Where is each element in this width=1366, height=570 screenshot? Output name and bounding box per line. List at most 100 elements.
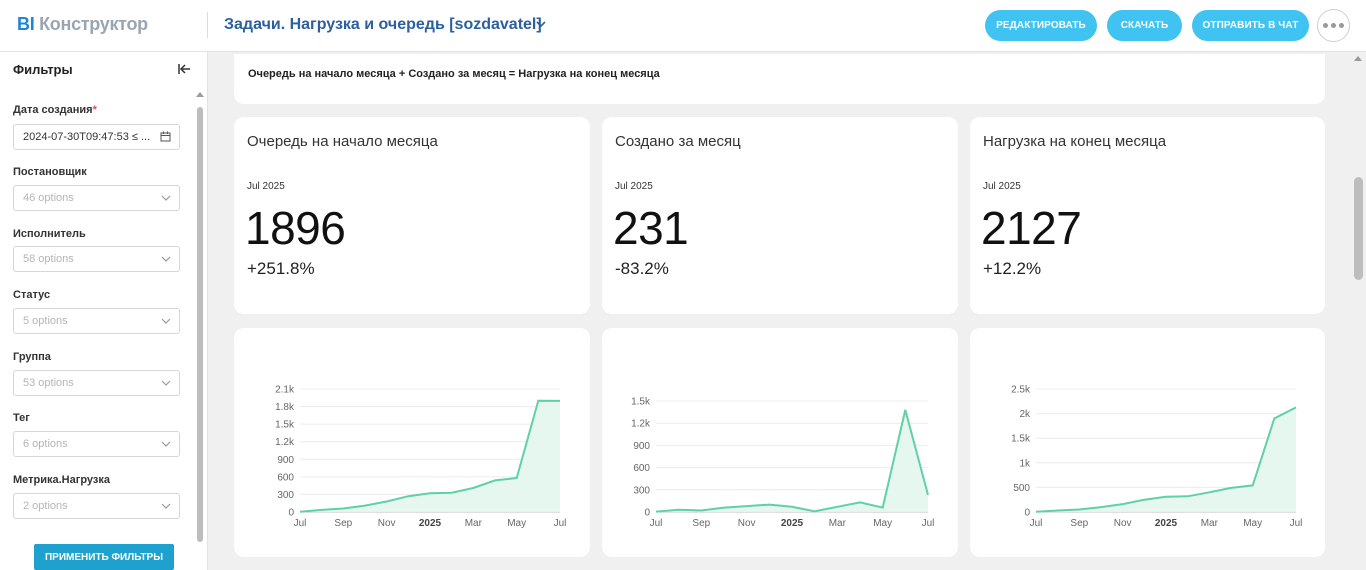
filter-label-creation-date: Дата создания*	[13, 104, 97, 116]
kpi-card-load-end: Нагрузка на конец месяца Jul 2025 2127 +…	[970, 117, 1325, 314]
creation-date-field[interactable]: 2024-07-30T09:47:53 ≤ ...	[13, 124, 180, 150]
y-tick-label: 900	[633, 441, 650, 452]
kpi-title: Нагрузка на конец месяца	[983, 133, 1167, 150]
main-scrollbar-track	[1352, 52, 1366, 570]
edit-button[interactable]: РЕДАКТИРОВАТЬ	[985, 10, 1097, 41]
x-tick-label: Mar	[829, 518, 847, 529]
group-select[interactable]: 53 options	[13, 370, 180, 396]
kpi-period: Jul 2025	[983, 181, 1021, 192]
chevron-down-icon	[161, 195, 171, 201]
more-options-button[interactable]	[1317, 9, 1350, 42]
filter-label-tag: Тег	[13, 412, 30, 424]
series-line	[299, 399, 561, 513]
dashboard-title[interactable]: Задачи. Нагрузка и очередь [sozdavatel]	[224, 16, 542, 33]
filter-label-status: Статус	[13, 289, 51, 301]
y-tick-label: 0	[1024, 508, 1030, 519]
y-tick-label: 300	[633, 485, 650, 496]
author-select[interactable]: 46 options	[13, 185, 180, 211]
x-tick-label: Mar	[465, 518, 483, 529]
chevron-down-icon[interactable]	[534, 17, 548, 31]
chevron-down-icon	[161, 256, 171, 262]
series-area	[1036, 407, 1296, 512]
series-line	[1035, 406, 1297, 513]
kpi-period: Jul 2025	[247, 181, 285, 192]
assignee-select[interactable]: 58 options	[13, 246, 180, 272]
app-logo[interactable]: BI Конструктор	[17, 14, 148, 35]
kpi-title: Очередь на начало месяца	[247, 133, 438, 150]
tag-select-value: 6 options	[23, 438, 68, 450]
area-chart-created: 0 300 600 900 1.2k 1.5k Jul Sep Nov 2025 Mar May Jul	[631, 397, 935, 530]
x-tick-label: 2025	[1155, 518, 1178, 529]
filters-sidebar: Фильтры Дата создания* 2024-07-30T09:47:…	[0, 52, 208, 570]
x-tick-label: Jul	[650, 518, 663, 529]
main-scrollbar[interactable]	[1354, 177, 1363, 280]
x-tick-label: Jul	[922, 518, 935, 529]
y-tick-label: 600	[633, 463, 650, 474]
dot-icon	[1323, 23, 1328, 28]
creation-date-value: 2024-07-30T09:47:53 ≤ ...	[23, 131, 151, 143]
dot-icon	[1331, 23, 1336, 28]
y-tick-label: 1.5k	[631, 397, 651, 408]
kpi-card-created: Создано за месяц Jul 2025 231 -83.2%	[602, 117, 958, 314]
x-tick-label: May	[507, 518, 526, 529]
y-tick-label: 1.2k	[275, 437, 295, 448]
x-tick-label: Mar	[1201, 518, 1219, 529]
chevron-down-icon	[161, 380, 171, 386]
y-tick-label: 500	[1013, 483, 1030, 494]
x-tick-label: Nov	[378, 518, 396, 529]
collapse-sidebar-icon[interactable]	[176, 61, 192, 77]
kpi-delta: +12.2%	[983, 259, 1042, 278]
top-bar: BI Конструктор Задачи. Нагрузка и очеред…	[0, 0, 1366, 52]
formula-card: Очередь на начало месяца + Создано за ме…	[234, 54, 1325, 104]
dot-icon	[1339, 23, 1344, 28]
series-line	[655, 409, 929, 513]
scroll-up-arrow[interactable]	[196, 92, 204, 97]
assignee-select-value: 58 options	[23, 253, 74, 265]
tag-select[interactable]: 6 options	[13, 431, 180, 457]
chart-card-queue-start: 0 300 600 900 1.2k 1.5k 1.8k 2.1k Jul Sep Nov 2025 M…	[234, 328, 590, 557]
y-tick-label: 0	[644, 508, 650, 519]
group-select-value: 53 options	[23, 377, 74, 389]
status-select-value: 5 options	[23, 315, 68, 327]
status-select[interactable]: 5 options	[13, 308, 180, 334]
x-tick-label: Jul	[554, 518, 567, 529]
kpi-value: 1896	[245, 202, 346, 254]
x-tick-label: Jul	[1030, 518, 1043, 529]
y-tick-label: 600	[277, 472, 294, 483]
kpi-value: 231	[613, 202, 689, 254]
y-tick-label: 1.8k	[275, 402, 295, 413]
apply-filters-button[interactable]: ПРИМЕНИТЬ ФИЛЬТРЫ	[34, 544, 174, 570]
x-tick-label: May	[873, 518, 892, 529]
kpi-card-queue-start: Очередь на начало месяца Jul 2025 1896 +…	[234, 117, 590, 314]
x-tick-label: Jul	[294, 518, 307, 529]
x-tick-label: Sep	[692, 518, 710, 529]
kpi-title: Создано за месяц	[615, 133, 741, 150]
filter-label-author: Постановщик	[13, 166, 87, 178]
logo-bi: BI	[17, 14, 35, 34]
metric-select-value: 2 options	[23, 500, 68, 512]
chevron-down-icon	[161, 441, 171, 447]
send-to-chat-button[interactable]: ОТПРАВИТЬ В ЧАТ	[1192, 10, 1309, 41]
y-tick-label: 2.1k	[275, 385, 295, 396]
metric-select[interactable]: 2 options	[13, 493, 180, 519]
author-select-value: 46 options	[23, 192, 74, 204]
download-button[interactable]: СКАЧАТЬ	[1107, 10, 1182, 41]
chevron-down-icon	[161, 503, 171, 509]
logo-text: Конструктор	[39, 14, 148, 34]
kpi-delta: -83.2%	[615, 259, 669, 278]
y-tick-label: 900	[277, 455, 294, 466]
y-tick-label: 2k	[1019, 409, 1031, 420]
x-tick-label: 2025	[781, 518, 804, 529]
filter-label-group: Группа	[13, 351, 51, 363]
y-tick-label: 0	[288, 508, 294, 519]
chart-card-created: 0 300 600 900 1.2k 1.5k Jul Sep Nov 2025 Mar May Jul	[602, 328, 958, 557]
area-chart-queue-start: 0 300 600 900 1.2k 1.5k 1.8k 2.1k Jul Sep Nov 2025 M…	[275, 385, 567, 530]
sidebar-scrollbar[interactable]	[197, 107, 203, 542]
x-tick-label: May	[1243, 518, 1262, 529]
x-tick-label: Nov	[738, 518, 756, 529]
filter-label-assignee: Исполнитель	[13, 228, 86, 240]
x-tick-label: Jul	[1290, 518, 1303, 529]
header-divider	[207, 12, 208, 38]
chevron-down-icon	[161, 318, 171, 324]
scroll-up-arrow[interactable]	[1354, 56, 1362, 61]
